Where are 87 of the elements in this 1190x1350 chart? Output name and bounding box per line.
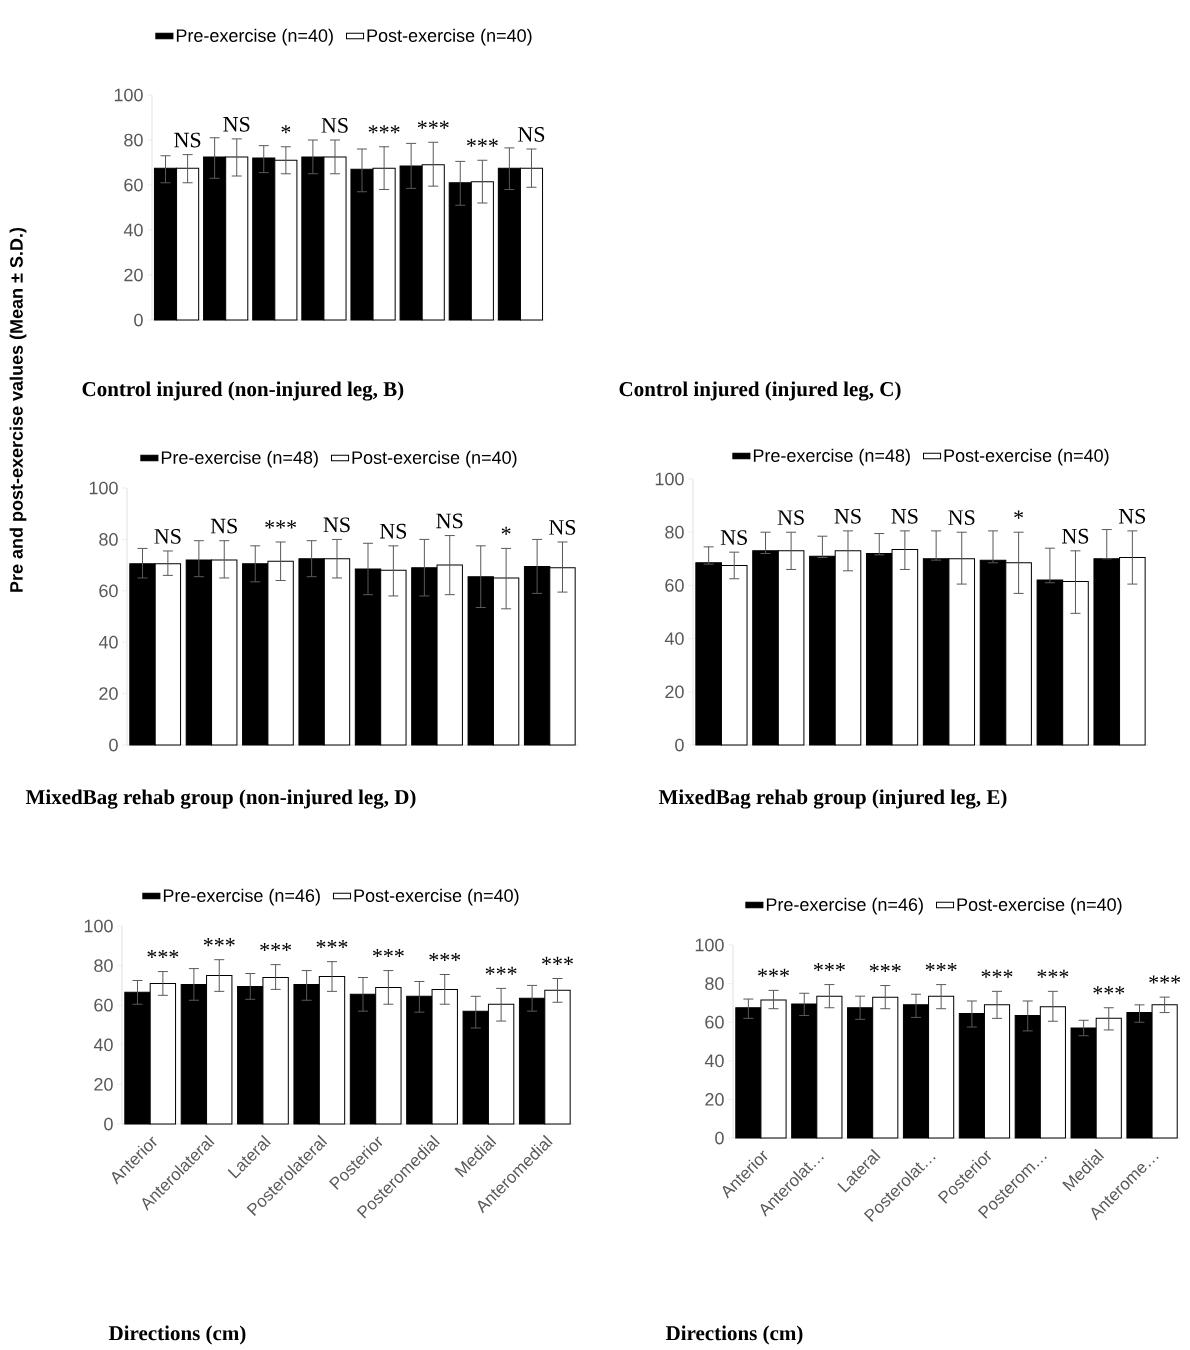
annotation: NS — [436, 513, 463, 529]
annotation: *** — [466, 138, 498, 147]
annotation: *** — [1037, 969, 1069, 978]
legend-label: Pre-exercise (n=48) — [753, 448, 910, 466]
annotation: *** — [925, 962, 957, 972]
y-tick-label: 80 — [705, 977, 724, 990]
y-tick-label: 80 — [94, 959, 113, 972]
annotation: NS — [1118, 508, 1146, 524]
annotation: NS — [210, 518, 237, 534]
y-tick-label: 0 — [134, 313, 143, 327]
annotation: NS — [720, 530, 747, 545]
y-tick-label: 60 — [94, 998, 113, 1012]
y-tick-label: 60 — [99, 584, 118, 598]
annotation: NS — [948, 510, 975, 526]
annotation: *** — [417, 120, 449, 129]
y-tick-label: 0 — [715, 1131, 724, 1145]
y-tick-label: 100 — [84, 919, 113, 933]
y-axis-title: Pre and post-exercise values (Mean ± S.D.) — [9, 227, 27, 592]
y-tick-label: 40 — [93, 1038, 113, 1052]
annotation: NS — [549, 520, 576, 535]
chart-title: MixedBag rehab group (injured leg, E) — [658, 789, 1007, 809]
y-tick-label: 0 — [104, 1117, 113, 1131]
y-tick-label: 100 — [89, 481, 118, 495]
annotation: *** — [260, 943, 292, 952]
legend-label: Post-exercise (n=40) — [367, 28, 532, 46]
y-tick-label: 20 — [124, 268, 143, 282]
y-tick-label: 100 — [655, 472, 684, 486]
annotation: * — [281, 125, 291, 134]
annotation: NS — [154, 528, 181, 544]
y-tick-label: 100 — [695, 938, 724, 952]
annotation: * — [1014, 510, 1024, 519]
x-axis-title: Directions (cm) — [108, 1325, 246, 1345]
y-tick-label: 80 — [665, 525, 684, 539]
annotation: *** — [316, 940, 348, 949]
annotation: NS — [379, 523, 407, 539]
annotation: NS — [321, 118, 348, 133]
y-tick-label: 20 — [705, 1093, 724, 1106]
annotation: *** — [542, 956, 573, 965]
annotation: NS — [223, 116, 250, 132]
chart-title: Control injured (non-injured leg, B) — [82, 381, 404, 401]
x-axis-title: Directions (cm) — [665, 1325, 803, 1345]
annotation: *** — [372, 948, 404, 958]
y-tick-label: 20 — [99, 687, 118, 700]
y-tick-label: 60 — [705, 1015, 724, 1029]
annotation: NS — [1062, 528, 1089, 544]
y-tick-label: 40 — [664, 632, 684, 645]
annotation: NS — [518, 127, 545, 142]
annotation: *** — [485, 966, 517, 975]
legend-label: Pre-exercise (n=46) — [766, 897, 923, 915]
annotation: NS — [174, 132, 201, 148]
y-tick-label: 80 — [99, 533, 118, 546]
legend-label: Post-exercise (n=40) — [354, 888, 519, 906]
y-tick-label: 60 — [124, 178, 143, 192]
annotation: NS — [891, 508, 918, 524]
legend-label: Post-exercise (n=40) — [352, 450, 517, 468]
y-tick-label: 40 — [704, 1054, 724, 1068]
y-tick-label: 40 — [98, 635, 118, 649]
legend-label: Post-exercise (n=40) — [944, 448, 1109, 466]
annotation: NS — [834, 508, 861, 524]
annotation: *** — [1093, 986, 1125, 995]
legend-label: Post-exercise (n=40) — [957, 897, 1122, 915]
y-tick-label: 80 — [124, 133, 143, 147]
y-tick-label: 60 — [665, 579, 684, 592]
legend-label: Pre-exercise (n=48) — [161, 450, 318, 468]
legend-label: Pre-exercise (n=40) — [176, 28, 333, 46]
annotation: *** — [203, 938, 235, 947]
y-tick-label: 100 — [114, 88, 143, 102]
chart-title: MixedBag rehab group (non-injured leg, D) — [25, 789, 416, 809]
legend-label: Pre-exercise (n=46) — [163, 888, 320, 906]
annotation: * — [501, 526, 511, 535]
annotation: *** — [429, 952, 461, 961]
annotation: *** — [813, 962, 845, 972]
annotation: *** — [981, 969, 1013, 978]
annotation: NS — [777, 510, 804, 526]
y-tick-label: 20 — [94, 1078, 113, 1091]
y-tick-label: 20 — [665, 685, 684, 699]
y-tick-label: 0 — [109, 738, 118, 752]
annotation: *** — [368, 125, 400, 134]
y-tick-label: 0 — [675, 738, 684, 752]
annotation: *** — [1149, 975, 1181, 984]
annotation: *** — [265, 520, 297, 529]
annotation: NS — [323, 517, 350, 533]
y-tick-label: 40 — [123, 223, 143, 237]
chart-title: Control injured (injured leg, C) — [619, 381, 901, 401]
annotation: *** — [147, 949, 179, 959]
annotation: *** — [869, 963, 901, 973]
annotation: *** — [758, 968, 789, 977]
